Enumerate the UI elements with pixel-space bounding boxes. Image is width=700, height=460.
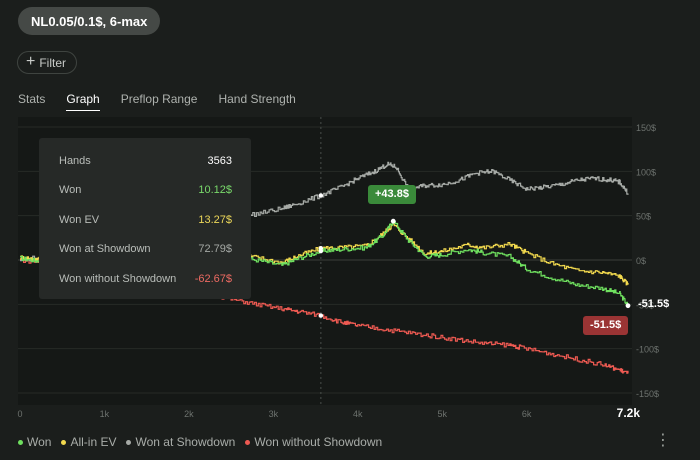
legend-dot	[245, 439, 251, 445]
y-tick-label: 50$	[636, 212, 651, 222]
annotation-marker	[390, 218, 396, 224]
max-value-badge: +43.8$	[368, 185, 416, 204]
y-tick-label: 0$	[636, 256, 646, 266]
stat-value: -62.67$	[194, 272, 232, 285]
tab-hand-strength[interactable]: Hand Strength	[218, 92, 296, 106]
legend-label: Won without Showdown	[254, 435, 383, 449]
x-tick-label: 2k	[184, 409, 194, 419]
stat-value: 72.79$	[198, 243, 232, 256]
x-tick-label: 6k	[522, 409, 532, 419]
end-value-label: -51.5$	[638, 298, 670, 310]
tab-graph[interactable]: Graph	[66, 92, 100, 111]
stat-row-won: Won 10.12$	[59, 176, 232, 206]
min-value-badge: -51.5$	[583, 316, 629, 335]
game-selector-pill[interactable]: NL0.05/0.1$, 6-max	[18, 7, 161, 35]
stat-row-hands: Hands 3563	[59, 146, 232, 176]
crosshair-marker	[318, 193, 324, 198]
stat-label: Won	[59, 184, 82, 197]
stat-row-won-without-showdown: Won without Showdown -62.67$	[59, 264, 232, 294]
stats-tooltip: Hands 3563 Won 10.12$ Won EV 13.27$ Won …	[39, 138, 251, 299]
legend-item-allin-ev[interactable]: All-in EV	[61, 435, 116, 449]
legend-item-won[interactable]: Won	[18, 435, 51, 449]
x-tick-label: 5k	[437, 409, 447, 419]
tab-bar: Stats Graph Preflop Range Hand Strength	[18, 92, 317, 111]
x-tick-label: 3k	[269, 409, 279, 419]
x-tick-label: 1k	[100, 409, 110, 419]
stat-row-won-ev: Won EV 13.27$	[59, 205, 232, 235]
filter-button[interactable]: + Filter	[17, 51, 78, 74]
legend-label: All-in EV	[70, 435, 117, 449]
x-tick-label: 0	[17, 409, 22, 419]
tab-preflop-range[interactable]: Preflop Range	[120, 92, 198, 106]
stat-label: Won without Showdown	[59, 272, 177, 285]
annotation-marker	[625, 303, 631, 309]
y-tick-label: -50$	[636, 300, 654, 310]
plus-icon: +	[26, 53, 36, 70]
tab-stats[interactable]: Stats	[18, 92, 46, 106]
chart-legend: Won All-in EV Won at Showdown Won withou…	[18, 435, 382, 449]
legend-item-won-without-showdown[interactable]: Won without Showdown	[245, 435, 382, 449]
stat-value: 13.27$	[198, 213, 232, 226]
y-tick-label: 150$	[636, 123, 656, 133]
stat-label: Won at Showdown	[59, 243, 151, 256]
game-label: NL0.05/0.1$, 6-max	[31, 13, 148, 29]
legend-label: Won at Showdown	[135, 435, 236, 449]
stat-value: 3563	[207, 154, 232, 167]
more-options-icon[interactable]: ⋮	[655, 432, 671, 449]
legend-dot	[18, 439, 23, 445]
stat-row-won-showdown: Won at Showdown 72.79$	[59, 235, 232, 265]
crosshair-marker	[318, 246, 324, 251]
stat-label: Hands	[59, 154, 91, 167]
legend-item-won-showdown[interactable]: Won at Showdown	[126, 435, 235, 449]
stat-value: 10.12$	[198, 184, 232, 197]
legend-label: Won	[27, 435, 52, 449]
legend-dot	[126, 439, 132, 445]
crosshair-marker	[318, 313, 324, 318]
y-tick-label: -150$	[636, 389, 659, 399]
x-tick-label: 4k	[353, 409, 363, 419]
x-tick-label: 7.2k	[617, 406, 641, 420]
stat-label: Won EV	[59, 213, 100, 226]
y-tick-label: -100$	[636, 345, 659, 355]
filter-label: Filter	[39, 55, 67, 70]
legend-dot	[61, 439, 67, 445]
y-tick-label: 100$	[636, 167, 656, 177]
